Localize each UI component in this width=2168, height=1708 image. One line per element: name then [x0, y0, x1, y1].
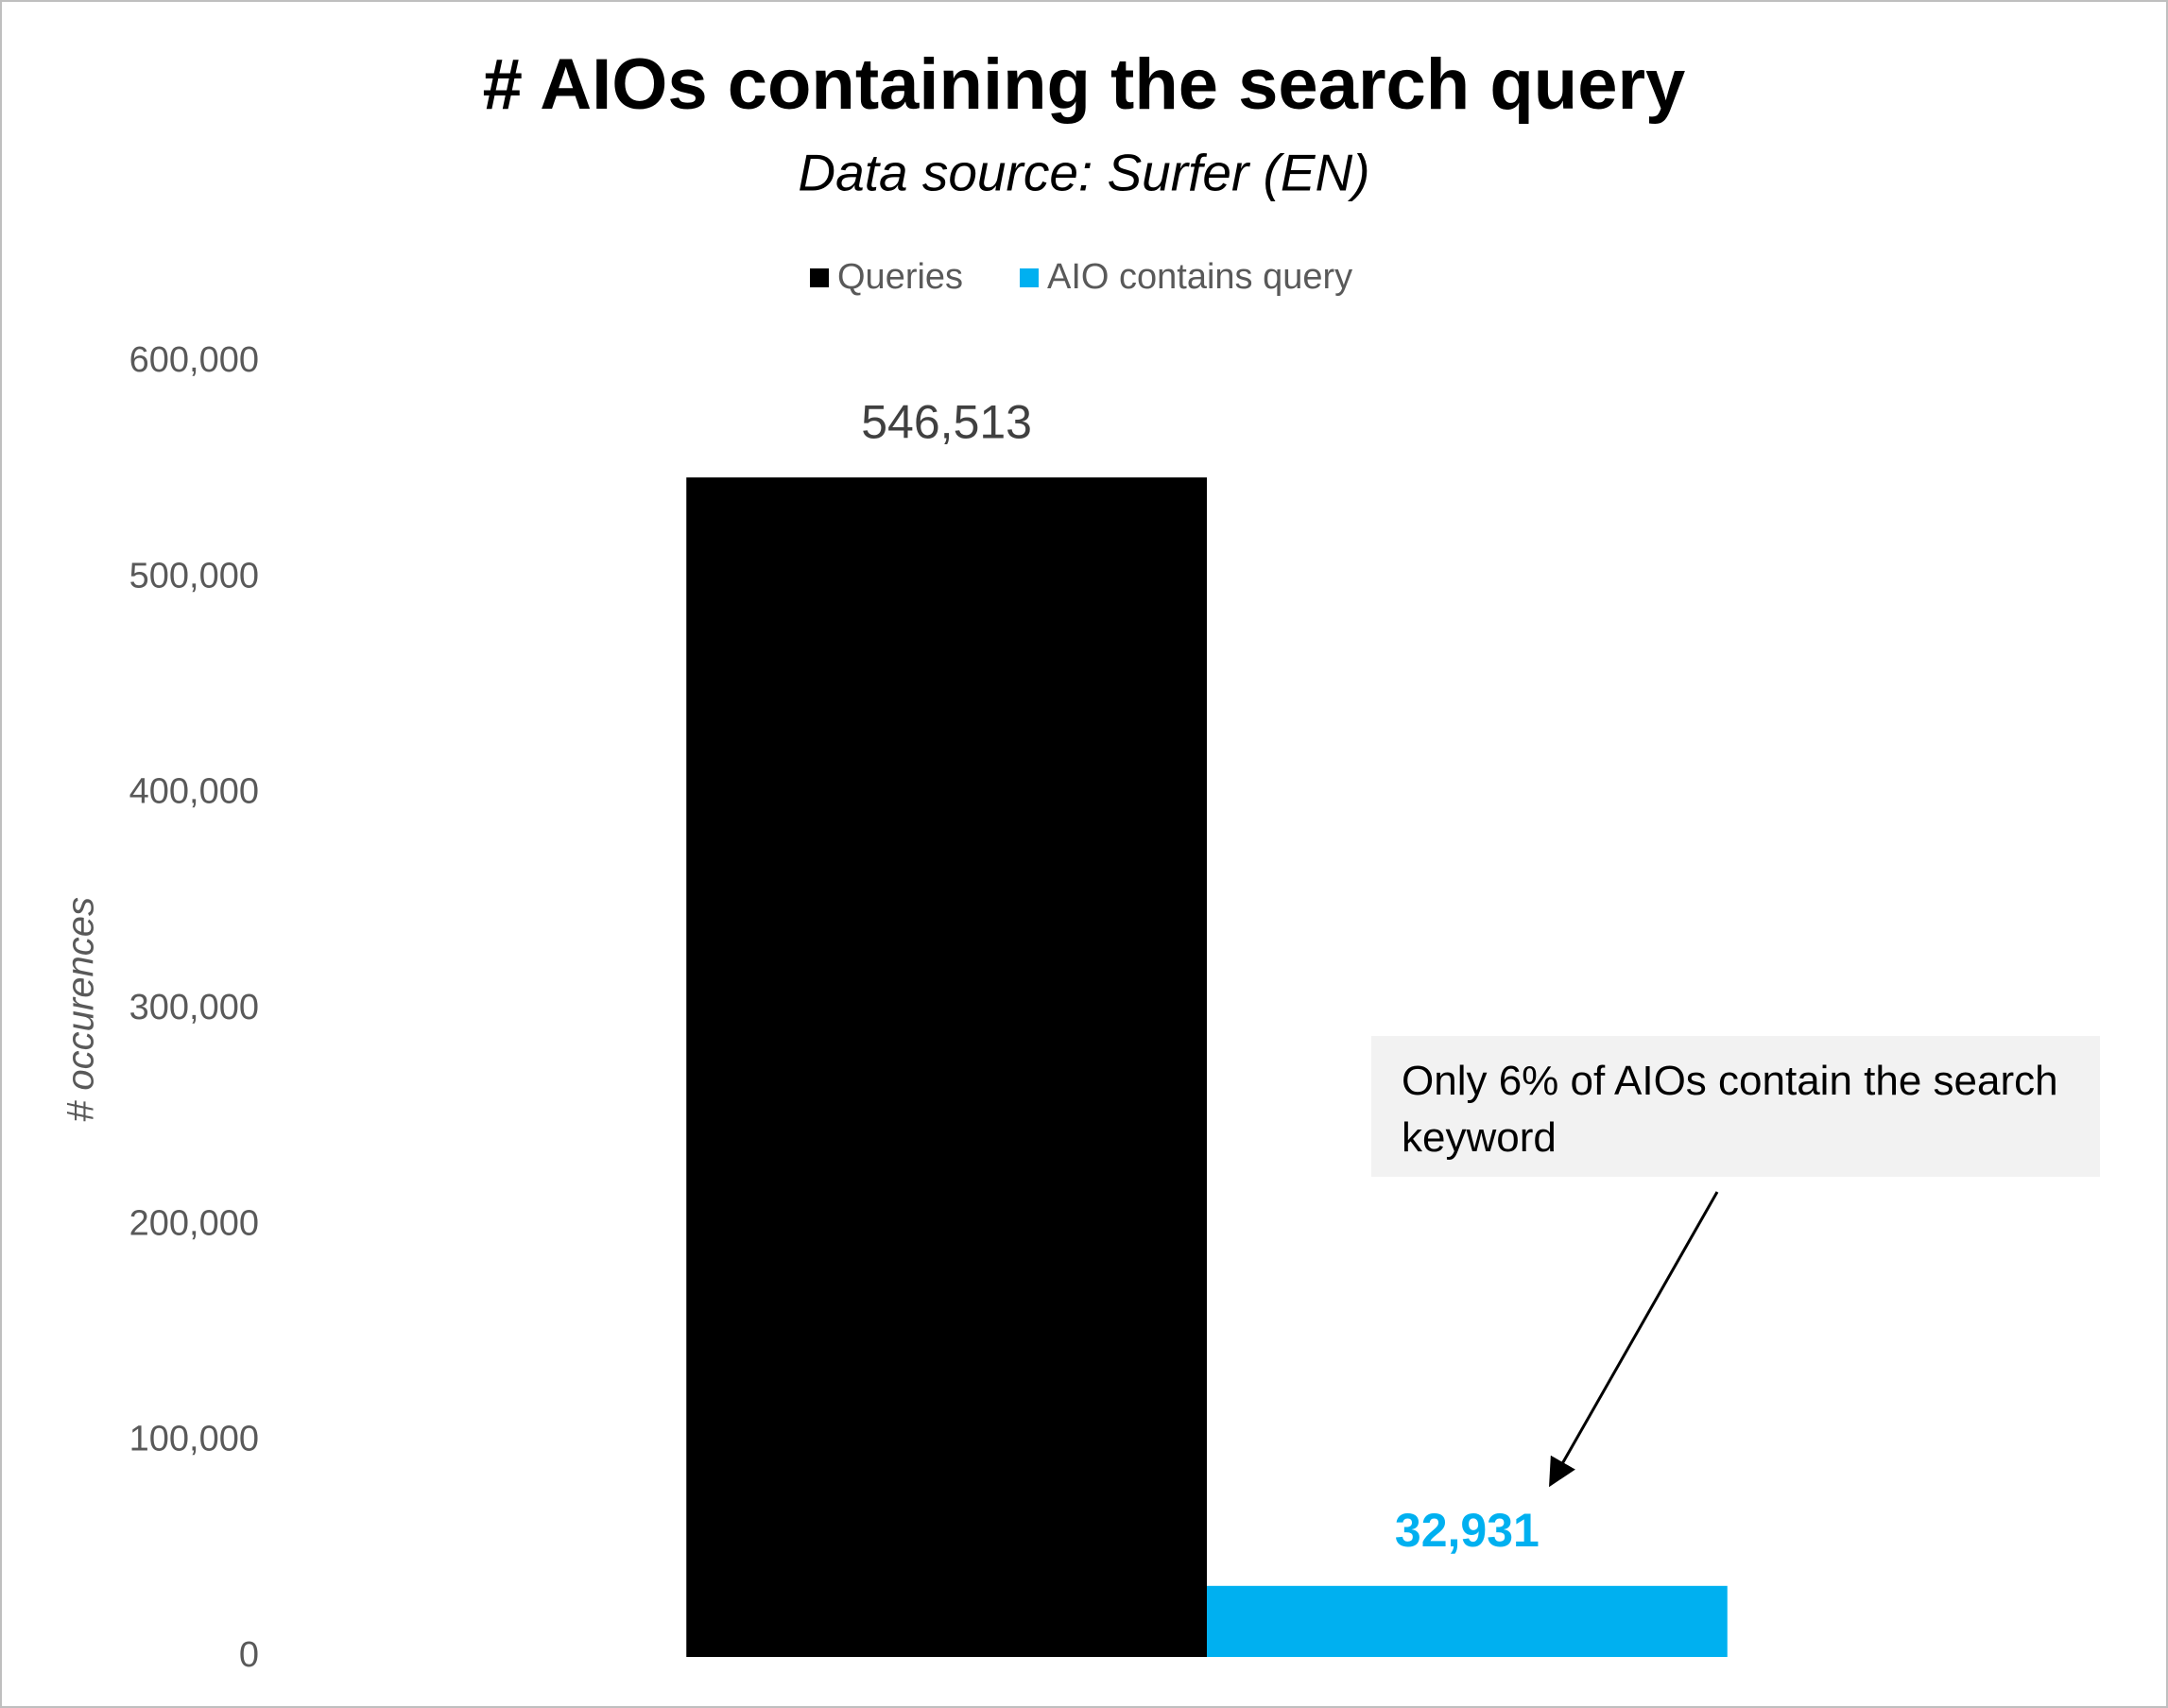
legend-label: AIO contains query: [1047, 257, 1352, 297]
y-tick-label: 0: [239, 1635, 259, 1675]
y-tick-label: 400,000: [129, 772, 259, 812]
y-axis-label: # occurences: [60, 897, 102, 1122]
chart-title: # AIOs containing the search query: [483, 44, 1686, 125]
y-tick-label: 300,000: [129, 988, 259, 1027]
legend-label: Queries: [837, 257, 963, 297]
legend-swatch: [1020, 268, 1039, 287]
annotation-arrow: [1549, 1191, 1719, 1488]
data-label: 546,513: [861, 395, 1032, 448]
chart-subtitle: Data source: Surfer (EN): [798, 144, 1369, 202]
data-label: 32,931: [1395, 1504, 1540, 1557]
annotation: Only 6% of AIOs contain the search keywo…: [1371, 1036, 2100, 1177]
y-tick-label: 200,000: [129, 1203, 259, 1243]
y-tick-label: 500,000: [129, 556, 259, 595]
legend-swatch: [810, 268, 829, 287]
bar: [686, 477, 1207, 1657]
bar: [1207, 1585, 1728, 1657]
y-tick-label: 600,000: [129, 340, 259, 380]
y-tick-label: 100,000: [129, 1420, 259, 1459]
